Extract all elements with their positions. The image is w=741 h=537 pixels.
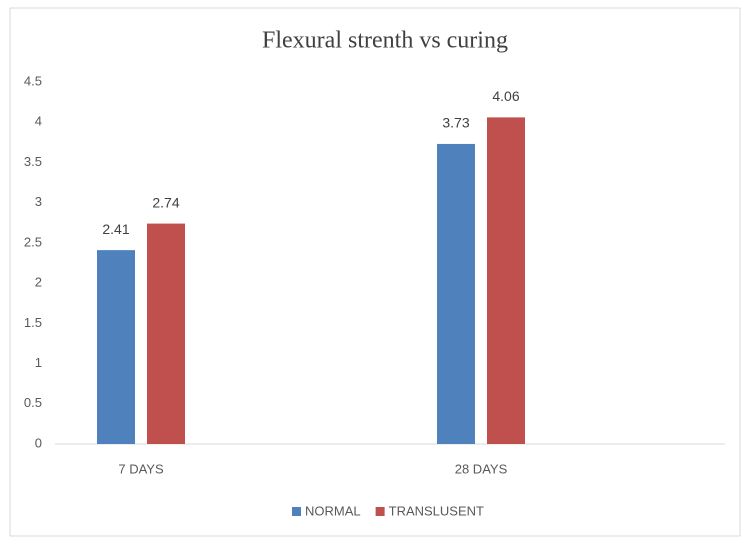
y-tick-label: 3.5	[24, 154, 42, 169]
y-tick-label: 2	[35, 275, 42, 290]
data-label: 3.73	[442, 115, 469, 131]
y-tick-label: 1	[35, 355, 42, 370]
legend-label: NORMAL	[305, 503, 361, 518]
y-tick-label: 0	[35, 435, 42, 450]
y-tick-label: 4	[35, 114, 42, 129]
chart-title: Flexural strenth vs curing	[262, 28, 508, 54]
y-tick-label: 3	[35, 194, 42, 209]
bar	[437, 143, 475, 445]
data-label: 2.41	[102, 221, 129, 237]
bar	[147, 223, 185, 444]
x-tick-label: 7 DAYS	[118, 461, 164, 476]
data-label: 2.74	[152, 194, 179, 210]
y-tick-label: 1.5	[24, 315, 42, 330]
y-tick-label: 0.5	[24, 395, 42, 410]
bar	[97, 250, 135, 444]
y-tick-label: 2.5	[24, 234, 42, 249]
x-tick-label: 28 DAYS	[455, 461, 508, 476]
y-tick-label: 4.5	[24, 73, 42, 88]
legend-label: TRANSLUSENT	[389, 503, 484, 518]
data-label: 4.06	[492, 88, 519, 104]
legend-swatch	[375, 507, 385, 516]
bar	[487, 117, 525, 444]
legend-swatch	[292, 507, 301, 516]
